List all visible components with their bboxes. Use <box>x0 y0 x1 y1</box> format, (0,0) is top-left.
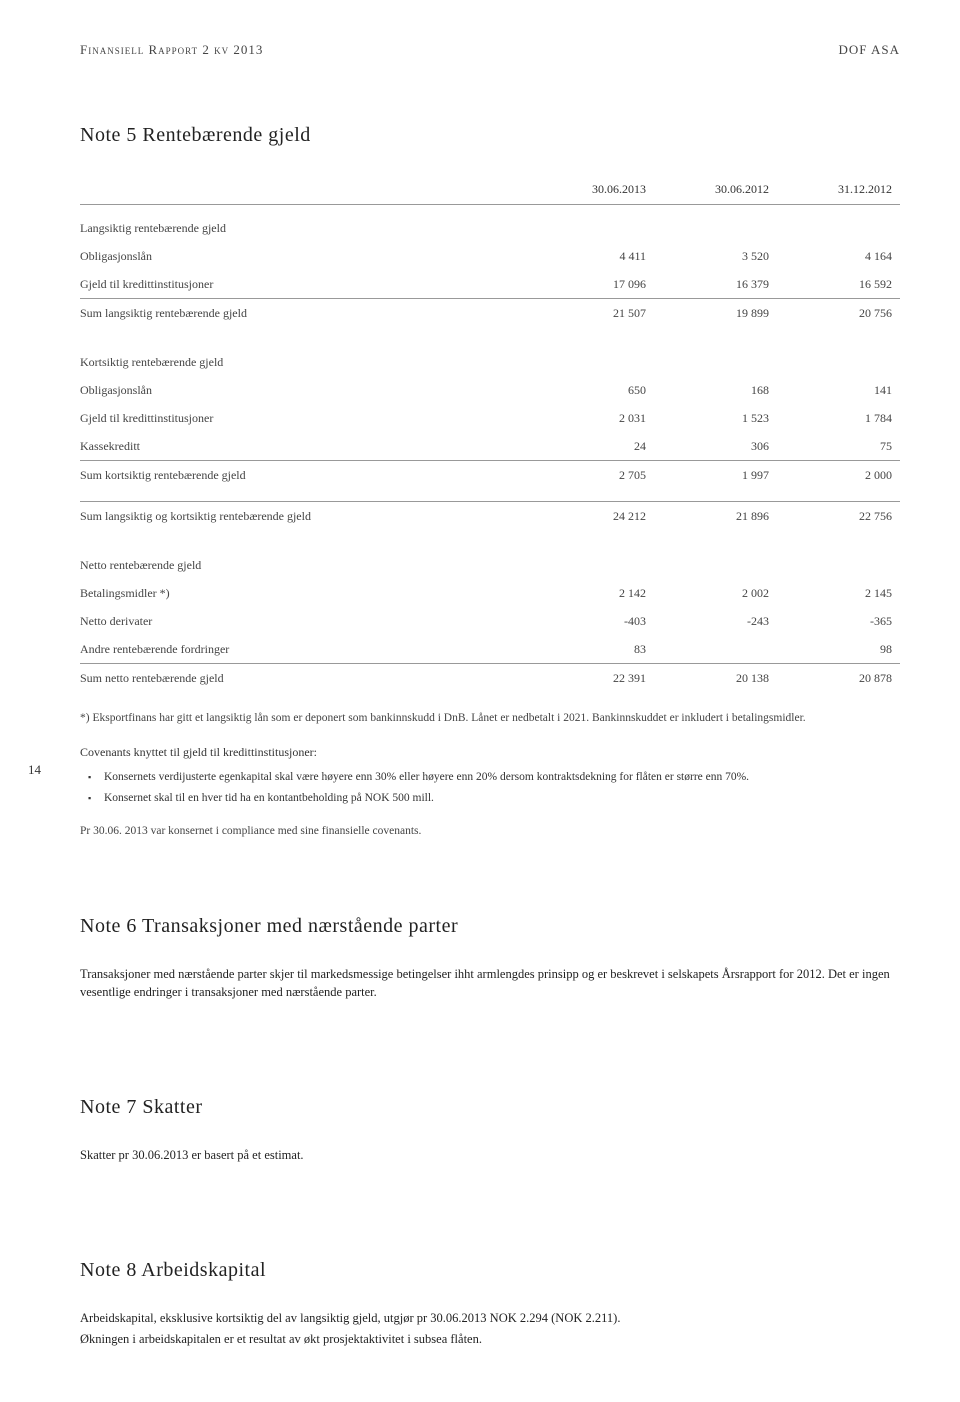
note5-title: Note 5 Rentebærende gjeld <box>80 120 900 150</box>
table-row: Kassekreditt 24 306 75 <box>80 432 900 461</box>
covenants-list: Konsernets verdijusterte egenkapital ska… <box>80 767 900 810</box>
sum-row: Sum langsiktig og kortsiktig rentebærend… <box>80 501 900 530</box>
sum-row: Sum netto rentebærende gjeld 22 391 20 1… <box>80 663 900 692</box>
table-row: Obligasjonslån 4 411 3 520 4 164 <box>80 242 900 270</box>
sum-row: Sum kortsiktig rentebærende gjeld 2 705 … <box>80 460 900 489</box>
page-header: Finansiell Rapport 2 kv 2013 DOF ASA <box>80 40 900 60</box>
note7-body: Skatter pr 30.06.2013 er basert på et es… <box>80 1146 900 1165</box>
table-row: Betalingsmidler *) 2 142 2 002 2 145 <box>80 579 900 607</box>
covenants-title: Covenants knyttet til gjeld til kreditti… <box>80 743 900 761</box>
note5-footnote: *) Eksportfinans har gitt et langsiktig … <box>80 710 900 727</box>
table-row: Obligasjonslån 650 168 141 <box>80 376 900 404</box>
section1-head: Langsiktig rentebærende gjeld <box>80 204 900 242</box>
compliance-text: Pr 30.06. 2013 var konsernet i complianc… <box>80 823 900 840</box>
note5-table: 30.06.2013 30.06.2012 31.12.2012 Langsik… <box>80 174 900 692</box>
header-right: DOF ASA <box>838 40 900 60</box>
table-row: Andre rentebærende fordringer 83 98 <box>80 635 900 664</box>
col-date3: 31.12.2012 <box>777 174 900 205</box>
covenant-item: Konsernets verdijusterte egenkapital ska… <box>80 767 900 788</box>
header-left: Finansiell Rapport 2 kv 2013 <box>80 40 263 60</box>
section2-head: Kortsiktig rentebærende gjeld <box>80 339 900 376</box>
table-row: Netto derivater -403 -243 -365 <box>80 607 900 635</box>
note8-body2: Økningen i arbeidskapitalen er et result… <box>80 1330 900 1349</box>
covenant-item: Konsernet skal til en hver tid ha en kon… <box>80 788 900 809</box>
note6-title: Note 6 Transaksjoner med nærstående part… <box>80 911 900 941</box>
col-date1: 30.06.2013 <box>531 174 654 205</box>
table-row: Gjeld til kredittinstitusjoner 17 096 16… <box>80 270 900 299</box>
page-number: 14 <box>28 760 41 780</box>
note8-body1: Arbeidskapital, eksklusive kortsiktig de… <box>80 1309 900 1328</box>
section3-head: Netto rentebærende gjeld <box>80 542 900 579</box>
note6-body: Transaksjoner med nærstående parter skje… <box>80 965 900 1003</box>
note7-title: Note 7 Skatter <box>80 1092 900 1122</box>
note8-title: Note 8 Arbeidskapital <box>80 1255 900 1285</box>
table-row: Gjeld til kredittinstitusjoner 2 031 1 5… <box>80 404 900 432</box>
col-blank <box>80 174 531 205</box>
sum-row: Sum langsiktig rentebærende gjeld 21 507… <box>80 298 900 327</box>
col-date2: 30.06.2012 <box>654 174 777 205</box>
